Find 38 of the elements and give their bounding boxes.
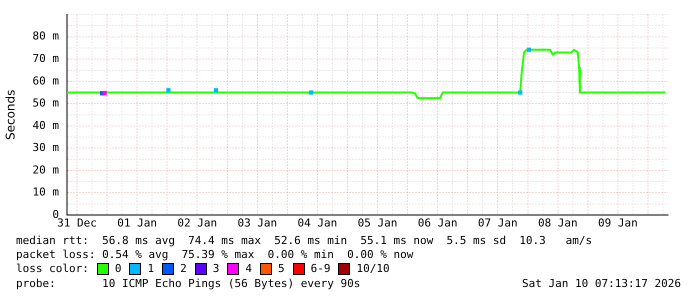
legend-label: 0 <box>114 262 122 275</box>
point <box>166 88 171 92</box>
x-tick-label: 08 Jan <box>538 216 578 230</box>
text: Sat Jan 10 07:13:17 2026 <box>522 277 681 290</box>
legend-label: 10/10 <box>356 262 390 275</box>
point <box>518 90 522 95</box>
y-tick-label: 0 <box>52 208 59 221</box>
legend-label: 4 <box>245 262 252 275</box>
y-tick-label: 10 m <box>32 186 60 199</box>
text: probe: 10 ICMP Echo Pings (56 Bytes) every 90s <box>16 277 360 290</box>
point <box>526 48 532 52</box>
legend-label: 2 <box>180 262 187 275</box>
y-tick-label: 60 m <box>32 74 60 88</box>
y-tick-label: 40 m <box>32 118 60 132</box>
x-tick-label: 01 Jan <box>117 216 157 230</box>
y-tick-label: 20 m <box>32 163 60 176</box>
y-axis-title: Seconds <box>3 90 18 140</box>
legend-label: 3 <box>212 262 220 275</box>
x-tick-label: 04 Jan <box>298 216 338 230</box>
x-tick-label: 31 Dec <box>57 216 97 230</box>
point <box>309 90 314 95</box>
x-tick-label: 06 Jan <box>418 216 458 230</box>
y-tick-label: 80 m <box>32 30 60 43</box>
y-tick-label: 50 m <box>32 96 60 110</box>
x-tick-label: 09 Jan <box>598 216 638 230</box>
point <box>214 88 218 92</box>
y-tick-label: 70 m <box>32 52 60 65</box>
x-tick-label: 03 Jan <box>237 216 278 230</box>
y-tick-label: 30 m <box>32 141 60 154</box>
legend-label: 6-9 <box>310 262 330 275</box>
x-tick-label: 07 Jan <box>478 216 518 230</box>
legend-label: 5 <box>278 262 285 275</box>
legend-label: 1 <box>147 262 154 275</box>
text: packet loss: 0.54 % avg 75.39 % max 0.00 % min 0.00 % now <box>16 248 414 261</box>
text: median rtt: 56.8 ms avg 74.4 ms max 52.6 ms min 55.1 ms now 5.5 ms sd 10.3 am/s <box>16 234 592 247</box>
x-tick-label: 02 Jan <box>177 216 218 230</box>
x-tick-label: 05 Jan <box>358 216 398 230</box>
legend-title: loss color: <box>16 262 89 275</box>
